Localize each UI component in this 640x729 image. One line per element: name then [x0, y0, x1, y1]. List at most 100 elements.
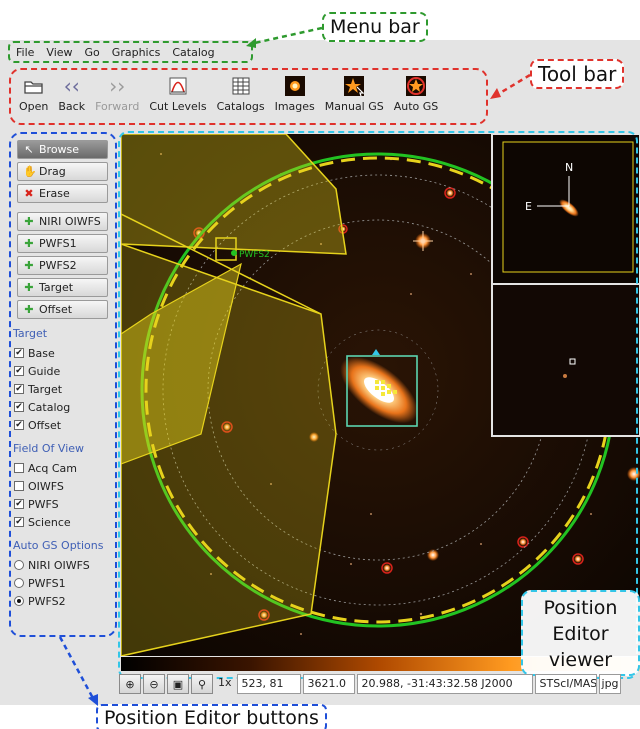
checkbox[interactable]: ✔ [14, 348, 24, 358]
position-editor-viewer[interactable]: PWFS2 N E [121, 134, 640, 656]
sky-image[interactable]: PWFS2 N E [121, 134, 640, 656]
catalogs-label: Catalogs [216, 100, 265, 113]
add-button-label: PWFS1 [39, 237, 77, 250]
auto-gs-section-title: Auto GS Options [13, 539, 104, 552]
auto-gs-button[interactable]: Auto GS [389, 75, 444, 114]
images-icon [284, 75, 306, 97]
add-pwfs1-button[interactable]: ✚ PWFS1 [17, 234, 108, 253]
drag-label: Drag [39, 165, 66, 178]
erase-label: Erase [39, 187, 70, 200]
toolbar-outline [9, 68, 488, 125]
check-label: Acq Cam [28, 461, 77, 475]
add-pwfs2-button[interactable]: ✚ PWFS2 [17, 256, 108, 275]
check-oiwfs[interactable]: OIWFS [13, 477, 113, 495]
checkbox[interactable]: ✔ [14, 366, 24, 376]
manual-gs-label: Manual GS [324, 100, 384, 113]
checkbox[interactable]: ✔ [14, 420, 24, 430]
radio-label: PWFS1 [28, 576, 66, 590]
checkbox[interactable] [14, 481, 24, 491]
manual-gs-icon [343, 75, 365, 97]
menu-bar-callout: Menu bar [322, 12, 428, 42]
browse-button[interactable]: ↖ Browse [17, 140, 108, 159]
menu-file[interactable]: File [16, 46, 35, 59]
add-offset-button[interactable]: ✚ Offset [17, 300, 108, 319]
checkbox[interactable]: ✔ [14, 499, 24, 509]
radio-label: PWFS2 [28, 594, 66, 608]
radio-pwfs1[interactable]: PWFS1 [13, 574, 113, 592]
cut-levels-button[interactable]: Cut Levels [144, 75, 211, 114]
zoom-fit-icon[interactable]: ▣ [167, 674, 189, 694]
image-format: jpg [598, 674, 621, 694]
check-target[interactable]: ✔ Target [13, 380, 113, 398]
zoom-in-icon[interactable]: ⊕ [119, 674, 141, 694]
plus-icon: ✚ [24, 215, 34, 228]
menu-view[interactable]: View [46, 46, 73, 59]
erase-icon: ✖ [24, 187, 34, 200]
check-label: Base [28, 346, 55, 360]
viewer-callout-line: Position [543, 597, 618, 619]
catalogs-button[interactable]: Catalogs [212, 75, 270, 114]
images-label: Images [274, 100, 315, 113]
menu-graphics[interactable]: Graphics [111, 46, 161, 59]
cut-levels-icon [167, 75, 189, 97]
hand-icon: ✋ [23, 165, 37, 178]
menu-go[interactable]: Go [84, 46, 100, 59]
color-bar [121, 657, 640, 671]
check-label: Target [28, 382, 63, 396]
radio-niri-oiwfs[interactable]: NIRI OIWFS [13, 556, 113, 574]
check-base[interactable]: ✔ Base [13, 344, 113, 362]
check-label: Offset [28, 418, 62, 432]
plus-icon: ✚ [24, 237, 34, 250]
back-icon: ‹‹ [63, 74, 80, 98]
forward-button[interactable]: ›› Forward [90, 74, 144, 114]
add-button-label: NIRI OIWFS [39, 215, 101, 228]
status-bar: ⊕ ⊖ ▣ ⚲ 1x 523, 81 3621.0 20.988, -31:43… [119, 673, 640, 695]
checkbox[interactable]: ✔ [14, 517, 24, 527]
zoom-level: 1x [218, 676, 232, 689]
viewer-callout-line: Editor [552, 623, 609, 645]
radio-button[interactable] [14, 560, 24, 570]
fov-section-title: Field Of View [13, 442, 85, 455]
images-button[interactable]: Images [270, 75, 320, 114]
radio-button[interactable] [14, 578, 24, 588]
magnifier-icon[interactable]: ⚲ [191, 674, 213, 694]
check-science[interactable]: ✔ Science [13, 513, 113, 531]
auto-gs-label: Auto GS [393, 100, 439, 113]
plus-icon: ✚ [24, 259, 34, 272]
position-editor-buttons-callout: Position Editor buttons [96, 704, 327, 729]
zoom-out-icon[interactable]: ⊖ [143, 674, 165, 694]
plus-icon: ✚ [24, 303, 34, 316]
check-label: Science [28, 515, 71, 529]
add-target-button[interactable]: ✚ Target [17, 278, 108, 297]
checkbox[interactable] [14, 463, 24, 473]
radio-button[interactable] [14, 596, 24, 606]
back-button[interactable]: ‹‹ Back [53, 74, 90, 114]
check-acq-cam[interactable]: Acq Cam [13, 459, 113, 477]
erase-button[interactable]: ✖ Erase [17, 184, 108, 203]
radio-label: NIRI OIWFS [28, 558, 90, 572]
menu-catalog[interactable]: Catalog [172, 46, 215, 59]
add-niri-oiwfs-button[interactable]: ✚ NIRI OIWFS [17, 212, 108, 231]
checkbox[interactable]: ✔ [14, 384, 24, 394]
value-readout: 3621.0 [302, 674, 355, 694]
back-label: Back [58, 100, 86, 113]
cursor-icon: ↖ [24, 143, 34, 156]
guide-star-label: PWFS2 [239, 250, 270, 260]
check-offset[interactable]: ✔ Offset [13, 416, 113, 434]
position-editor-buttons-outline [9, 132, 117, 637]
radio-pwfs2[interactable]: PWFS2 [13, 592, 113, 610]
manual-gs-button[interactable]: Manual GS [320, 75, 389, 114]
open-button[interactable]: Open [14, 75, 53, 114]
pixel-readout: 523, 81 [236, 674, 301, 694]
checkbox[interactable]: ✔ [14, 402, 24, 412]
check-catalog[interactable]: ✔ Catalog [13, 398, 113, 416]
menu-bar-outline [8, 41, 253, 63]
auto-gs-icon [405, 75, 427, 97]
position-editor-panel: ↖ Browse ✋ Drag ✖ Erase ✚ NIRI OIWFS ✚ P… [13, 140, 113, 610]
open-label: Open [19, 100, 49, 113]
compass-east: E [525, 200, 532, 213]
drag-button[interactable]: ✋ Drag [17, 162, 108, 181]
toolbar: Open ‹‹ Back ›› Forward Cut Levels Catal… [14, 74, 444, 123]
check-guide[interactable]: ✔ Guide [13, 362, 113, 380]
check-pwfs[interactable]: ✔ PWFS [13, 495, 113, 513]
